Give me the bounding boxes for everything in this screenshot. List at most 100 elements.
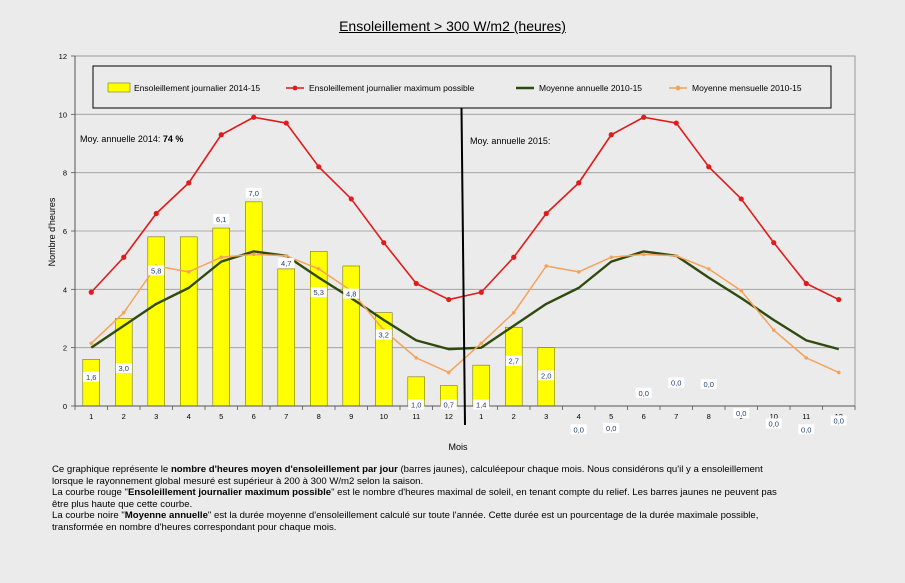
x-tick-label: 6 — [642, 412, 646, 421]
x-tick-label: 10 — [380, 412, 388, 421]
data-label-box — [570, 424, 587, 435]
data-label: 3,0 — [119, 364, 129, 373]
data-label: 4,8 — [346, 290, 356, 299]
series-point — [803, 280, 809, 287]
series-point — [804, 356, 809, 360]
caption-paragraph-3: La courbe noire "Moyenne annuelle" est l… — [52, 510, 759, 533]
data-label: 3,2 — [379, 330, 389, 339]
series-point — [121, 310, 126, 315]
bar — [504, 326, 523, 407]
y-tick-label: 6 — [63, 227, 67, 236]
series-point — [284, 253, 289, 258]
legend-label: Ensoleillement journalier maximum possib… — [309, 83, 475, 93]
x-tick-label: 7 — [674, 412, 678, 421]
series-point — [413, 280, 419, 287]
x-tick-label: 3 — [154, 412, 158, 421]
series-point — [251, 252, 256, 257]
legend-label: Ensoleillement journalier 2014-15 — [134, 83, 260, 93]
data-label-box — [635, 387, 652, 398]
data-label-box — [148, 265, 165, 276]
legend-marker — [292, 85, 298, 91]
series-line — [90, 116, 840, 301]
data-label: 0,7 — [444, 400, 454, 409]
y-tick-label: 8 — [63, 169, 67, 178]
data-label: 0,0 — [704, 380, 714, 389]
bar — [374, 312, 393, 407]
y-tick-label: 4 — [63, 285, 67, 294]
x-axis-title: Mois — [448, 442, 468, 452]
y-tick-label: 0 — [63, 402, 67, 411]
data-label-box — [733, 408, 750, 419]
series-point — [608, 132, 614, 138]
x-tick-label: 10 — [770, 412, 778, 421]
data-label: 0,0 — [574, 425, 584, 434]
data-label-box — [440, 399, 457, 410]
data-label: 0,0 — [736, 409, 746, 418]
x-tick-label: 11 — [802, 412, 810, 421]
y-tick-label: 12 — [59, 52, 67, 61]
y-tick-label: 2 — [63, 344, 67, 353]
data-label: 5,8 — [151, 266, 161, 275]
year-divider-line — [460, 107, 466, 426]
bar — [147, 236, 166, 407]
y-axis-title: Nombre d'heures — [47, 197, 57, 266]
data-label-box — [408, 399, 425, 410]
series-point — [641, 114, 647, 120]
series-point — [121, 254, 127, 260]
series-point — [673, 120, 679, 126]
series-point — [414, 356, 419, 360]
data-label: 1,4 — [476, 400, 486, 409]
x-tick-label: 2 — [512, 412, 516, 421]
legend-marker — [675, 85, 681, 91]
series-point — [478, 289, 484, 295]
bar — [245, 201, 263, 407]
x-tick-label: 5 — [609, 412, 613, 421]
data-label-box — [505, 355, 522, 366]
data-labels: 1,6 3,0 5,8 6,1 7,0 4,7 5,3 4,8 3,2 1,0 0,7 1,4 2,7 2… — [83, 187, 847, 435]
series-point — [836, 296, 842, 303]
series-point — [186, 180, 192, 186]
series-point — [316, 164, 322, 170]
series-point — [609, 255, 614, 260]
data-label: 0,0 — [606, 424, 616, 433]
bar — [180, 236, 198, 407]
data-label-box — [798, 424, 815, 435]
chart-caption: Ce graphique représente le nombre d'heur… — [52, 464, 792, 534]
series-point — [218, 132, 224, 138]
data-label: 0,0 — [834, 417, 844, 426]
series-point — [219, 255, 224, 260]
legend-label: Moyenne mensuelle 2010-15 — [692, 83, 802, 93]
data-label-box — [310, 287, 327, 298]
series-point — [674, 253, 679, 258]
series-point — [446, 370, 451, 375]
series-point — [446, 296, 452, 303]
data-label: 2,0 — [541, 371, 551, 380]
x-tick-label: 3 — [544, 412, 548, 421]
data-label: 0,0 — [671, 379, 681, 388]
series-point — [576, 180, 582, 186]
chart-title: Ensoleillement > 300 W/m2 (heures) — [339, 18, 566, 34]
series-point — [479, 341, 484, 346]
data-label: 6,1 — [216, 215, 226, 224]
data-label-box — [213, 214, 230, 225]
series-point — [544, 264, 549, 268]
axes: 024681012123456789101112123456789101112 — [59, 52, 856, 421]
series-point — [153, 210, 159, 217]
data-label: 1,6 — [86, 373, 96, 382]
series-point — [381, 240, 387, 246]
series-point — [771, 328, 776, 332]
data-label-box — [83, 371, 100, 382]
series-point — [543, 210, 549, 217]
series-point — [771, 240, 777, 246]
data-label-box — [375, 329, 392, 340]
data-label-box — [115, 363, 132, 373]
bar — [277, 268, 295, 407]
series-point — [186, 270, 191, 274]
series-point — [283, 120, 289, 126]
data-label-box — [668, 377, 685, 388]
bar — [115, 318, 133, 407]
data-label-box — [538, 370, 555, 381]
legend: Ensoleillement journalier 2014-15 Ensolei… — [92, 65, 832, 109]
chart: 024681012123456789101112123456789101112 … — [47, 52, 856, 452]
legend-swatch — [107, 82, 131, 93]
